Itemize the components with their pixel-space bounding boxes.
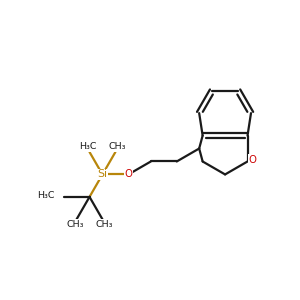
Text: O: O xyxy=(124,169,132,179)
Text: CH₃: CH₃ xyxy=(95,220,113,229)
Text: H₃C: H₃C xyxy=(79,142,97,151)
Text: H₃C: H₃C xyxy=(37,191,55,200)
Text: Si: Si xyxy=(98,169,107,179)
Text: CH₃: CH₃ xyxy=(108,142,126,151)
Text: O: O xyxy=(249,155,257,165)
Text: CH₃: CH₃ xyxy=(66,220,84,229)
